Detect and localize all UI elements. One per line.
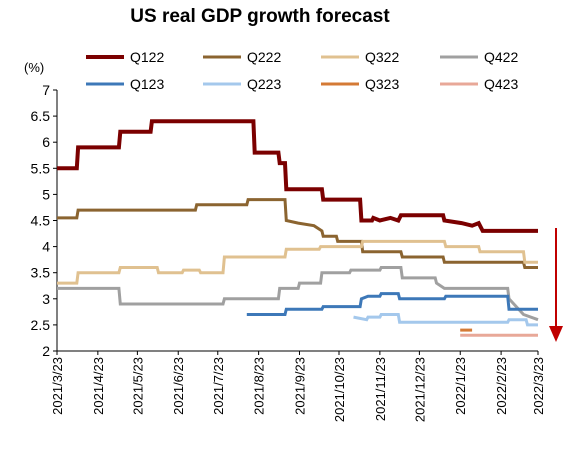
y-tick-label: 2 — [42, 343, 50, 359]
chart-title: US real GDP growth forecast — [130, 6, 390, 27]
x-tick-label: 2021/10/23 — [332, 357, 347, 422]
legend-label-q122: Q122 — [130, 49, 164, 65]
x-tick-label: 2021/4/23 — [91, 357, 106, 415]
y-tick-label: 3.5 — [31, 265, 51, 281]
x-tick-label: 2021/3/23 — [50, 357, 65, 415]
x-tick-label: 2021/12/23 — [412, 357, 427, 422]
legend-label-q323: Q323 — [365, 76, 399, 92]
x-tick-label: 2021/6/23 — [171, 357, 186, 415]
y-tick-label: 4.5 — [31, 213, 51, 229]
x-tick-label: 2021/7/23 — [211, 357, 226, 415]
y-tick-label: 5 — [42, 186, 50, 202]
legend-label-q423: Q423 — [484, 76, 518, 92]
y-tick-label: 4 — [42, 239, 50, 255]
y-tick-label: 6.5 — [31, 108, 51, 124]
x-tick-label: 2022/1/23 — [453, 357, 468, 415]
series-line-q122 — [57, 119, 538, 233]
y-tick-label: 6 — [42, 134, 50, 150]
y-tick-label: 5.5 — [31, 160, 51, 176]
x-tick-label: 2021/9/23 — [292, 357, 307, 415]
y-tick-label: 7 — [42, 82, 50, 98]
y-tick-label: 2.5 — [31, 317, 51, 333]
x-tick-label: 2021/8/23 — [252, 357, 267, 415]
x-tick-label: 2022/2/23 — [494, 357, 509, 415]
series-line-q422 — [57, 266, 539, 322]
x-tick-label: 2021/5/23 — [130, 357, 145, 415]
series-line-q222 — [57, 198, 538, 269]
x-tick-label: 2021/11/23 — [373, 357, 388, 421]
legend: Q122 Q222 Q322 Q422 Q123 Q223 Q323 Q423 — [86, 49, 518, 92]
legend-label-q223: Q223 — [247, 76, 281, 92]
x-tick-label: 2022/3/23 — [531, 357, 546, 415]
arrow-head — [549, 326, 563, 342]
series-line-q322 — [57, 239, 538, 285]
legend-label-q422: Q422 — [484, 49, 518, 65]
y-axis-label: (%) — [24, 60, 44, 75]
y-tick-label: 3 — [42, 291, 50, 307]
series-line-q123 — [246, 292, 538, 316]
legend-label-q322: Q322 — [365, 49, 399, 65]
series-line-q223 — [353, 313, 538, 327]
legend-label-q222: Q222 — [247, 49, 281, 65]
legend-label-q123: Q123 — [130, 76, 164, 92]
